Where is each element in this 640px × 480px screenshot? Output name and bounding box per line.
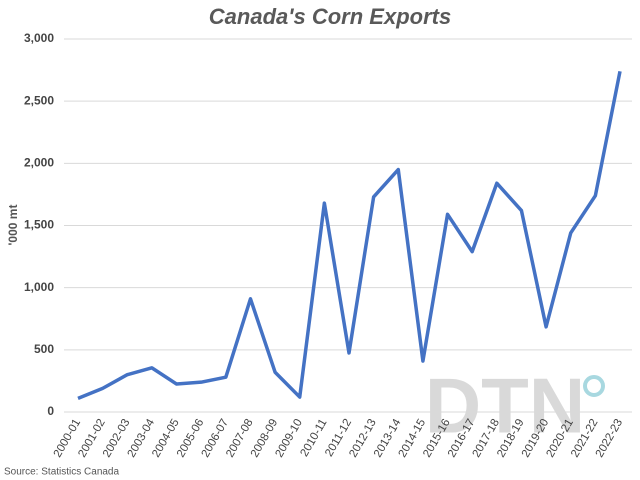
y-tick-label: 1,000 (24, 280, 54, 294)
source-note: Source: Statistics Canada (4, 467, 119, 478)
y-axis-label: '000 mt (6, 205, 20, 246)
watermark-dot (583, 375, 605, 397)
y-tick-label: 2,000 (24, 156, 54, 170)
y-tick-label: 2,500 (24, 93, 54, 107)
chart-title: Canada's Corn Exports (209, 4, 451, 29)
data-line (77, 70, 622, 400)
y-tick-label: 3,000 (24, 31, 54, 45)
y-tick-label: 1,500 (24, 218, 54, 232)
y-tick-label: 500 (34, 342, 54, 356)
y-tick-label: 0 (47, 404, 54, 418)
watermark: DTN (425, 362, 585, 450)
